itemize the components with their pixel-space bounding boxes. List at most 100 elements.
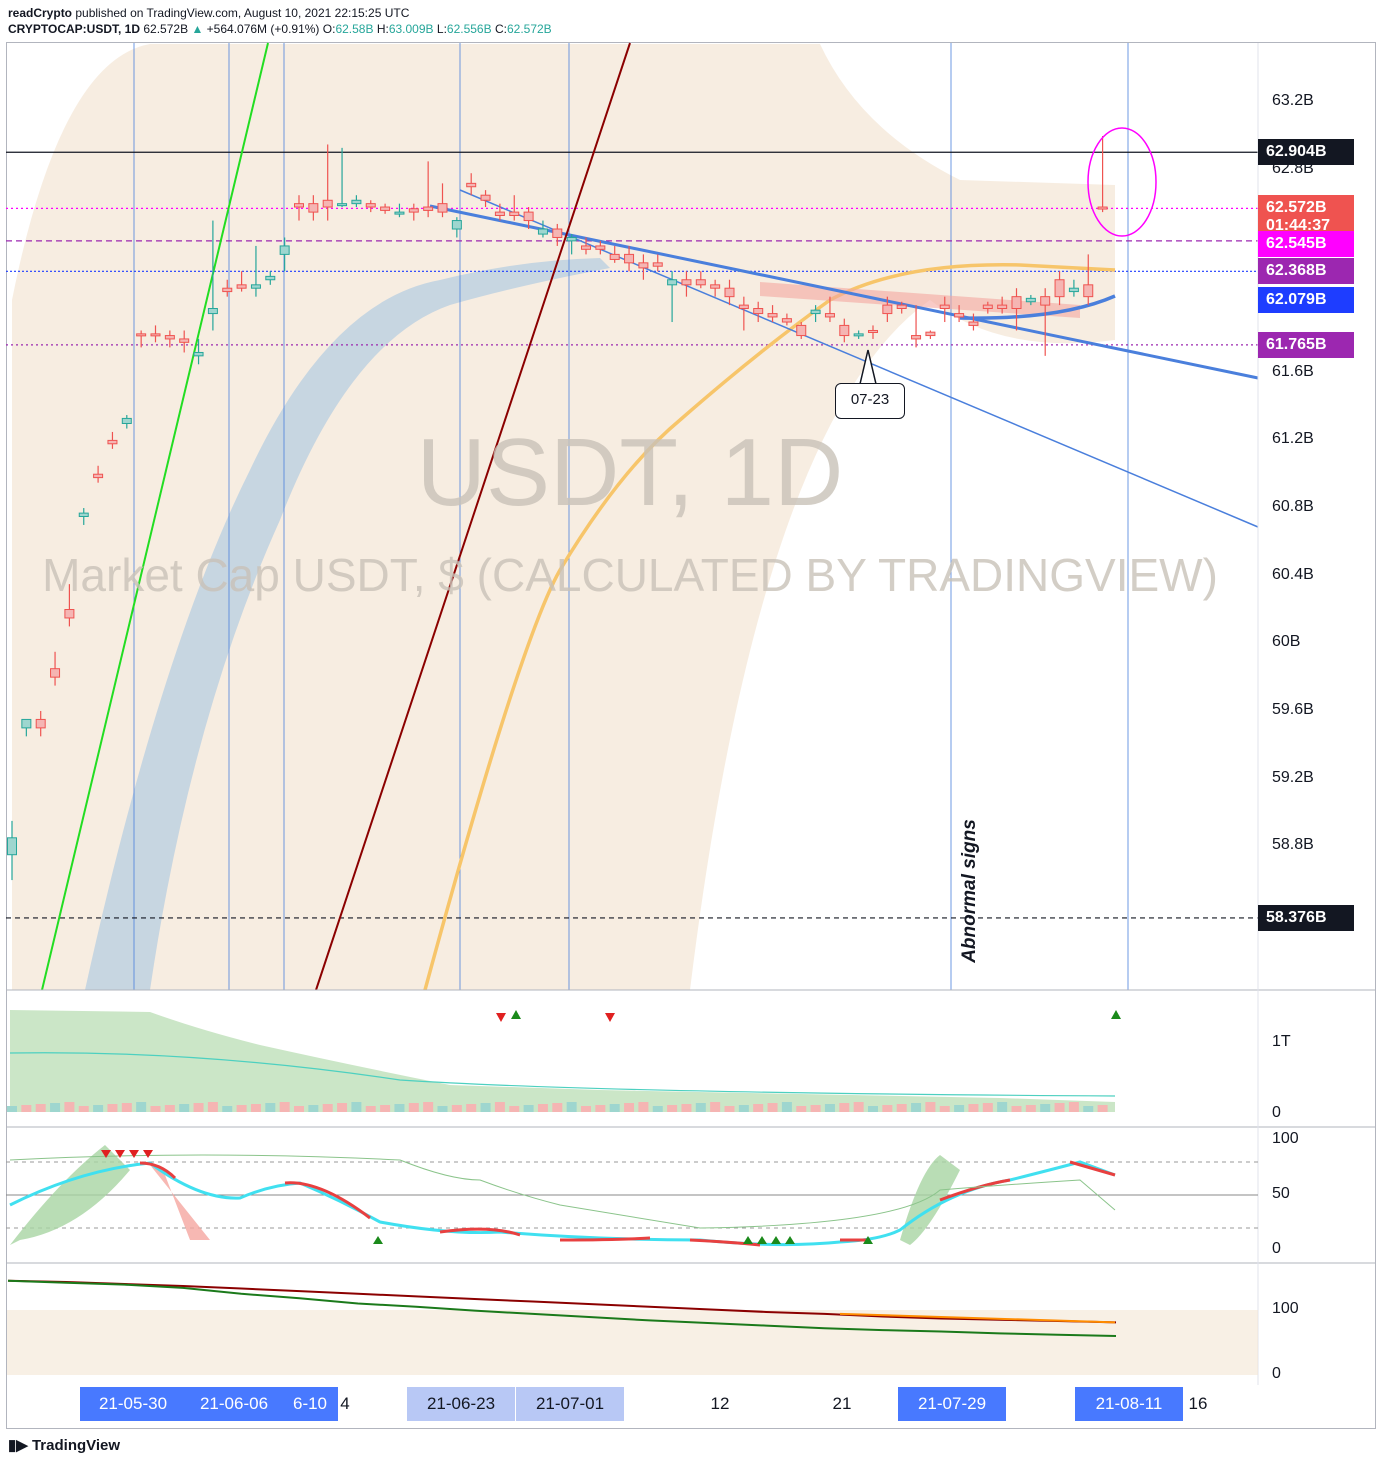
x-axis-label: 21 — [832, 1394, 852, 1413]
osc-red-segments — [139, 1160, 1116, 1247]
price-change: +564.076M (+0.91%) — [206, 22, 320, 36]
osc-signal-up — [743, 1236, 753, 1244]
candle-body — [351, 199, 362, 205]
candle-body — [494, 211, 505, 216]
candle — [552, 223, 563, 246]
x-axis-label: 16 — [1188, 1394, 1208, 1413]
volume-bar — [337, 1103, 348, 1112]
volume-bar — [667, 1105, 678, 1112]
candle — [7, 820, 17, 881]
candle-body — [997, 304, 1008, 309]
candle — [911, 305, 922, 348]
candle-body — [1068, 287, 1079, 293]
pane-tick-label: 0 — [1272, 1365, 1281, 1382]
candle — [753, 301, 764, 323]
candle-body — [207, 307, 218, 315]
volume-bar — [1083, 1106, 1094, 1112]
osc-signal-down — [129, 1150, 139, 1158]
open-label: O: — [322, 22, 336, 36]
watermark-subtitle: Market Cap USDT, $ (CALCULATED BY TRADIN… — [42, 549, 1218, 601]
x-axis-label: 4 — [340, 1394, 350, 1413]
candle-body — [1040, 296, 1051, 306]
candle — [997, 296, 1008, 314]
moving-average-line — [423, 263, 1116, 991]
candle-body — [1054, 279, 1065, 298]
candle — [882, 296, 893, 323]
volume-bar — [250, 1104, 261, 1112]
candle-body — [50, 668, 61, 678]
candle-body — [7, 837, 17, 856]
volume-bar — [480, 1103, 491, 1112]
volume-bar — [810, 1105, 821, 1112]
candle-body — [796, 324, 807, 337]
candle-body — [939, 304, 950, 309]
candle — [868, 325, 878, 339]
volume-bar — [279, 1102, 290, 1112]
volume-bar — [767, 1103, 778, 1112]
price-label-pill: 58.376B — [1258, 904, 1354, 931]
candle-body — [552, 228, 563, 238]
candle-body — [136, 333, 147, 337]
candle — [954, 305, 965, 323]
low-label: L: — [436, 22, 447, 36]
x-axis-label: 21-07-29 — [898, 1387, 1006, 1421]
price-label-pill: 62.079B — [1258, 287, 1354, 314]
candle-body — [853, 333, 864, 337]
volume-bar — [7, 1106, 17, 1112]
candle-body — [911, 335, 922, 340]
open-value: 62.58B — [335, 22, 374, 36]
candle — [781, 313, 792, 326]
volume-bar — [150, 1106, 161, 1112]
tradingview-logo[interactable]: ▮▶ TradingView — [8, 1436, 120, 1454]
volume-bar — [595, 1105, 606, 1112]
candle-body — [179, 338, 190, 343]
candle-body — [509, 211, 520, 216]
volume-bar — [408, 1103, 419, 1112]
volume-bar — [236, 1105, 247, 1112]
candle — [824, 296, 835, 323]
candle — [624, 245, 635, 272]
symbol-line: CRYPTOCAP:USDT, 1D 62.572B ▲ +564.076M (… — [8, 22, 552, 36]
volume-bar — [222, 1106, 233, 1112]
candle — [652, 254, 663, 272]
publisher-line: readCrypto published on TradingView.com,… — [8, 6, 409, 20]
candle-body — [968, 321, 979, 326]
pane-tick-label: 100 — [1272, 1300, 1299, 1317]
candle-body — [824, 313, 835, 318]
y-tick-label: 60.8B — [1272, 498, 1314, 516]
candle — [107, 431, 118, 449]
up-arrow-icon: ▲ — [191, 22, 204, 36]
candle — [523, 207, 534, 230]
symbol-name[interactable]: CRYPTOCAP:USDT, 1D — [8, 22, 141, 36]
candle-body — [64, 609, 75, 619]
volume-bar — [1040, 1104, 1051, 1112]
publisher-name[interactable]: readCrypto — [8, 6, 73, 20]
volume-bar — [1011, 1106, 1022, 1112]
volume-bar — [380, 1105, 391, 1112]
volume-bar — [294, 1106, 304, 1112]
candle-body — [1025, 297, 1036, 303]
published-text: published on TradingView.com, August 10,… — [75, 6, 410, 20]
candle — [710, 279, 721, 297]
candle — [351, 195, 362, 208]
volume-bar — [423, 1102, 434, 1112]
candle — [423, 161, 434, 218]
candle-body — [337, 203, 348, 207]
volume-bar — [982, 1103, 993, 1112]
trend-line-thin — [459, 189, 1259, 528]
osc-fill-1 — [10, 1145, 130, 1245]
candle — [394, 203, 405, 218]
y-tick-label: 59.6B — [1272, 700, 1314, 718]
x-axis-label: 6-10 — [282, 1387, 338, 1421]
abnormal-signs-label: Abnormal signs — [959, 819, 980, 963]
candle — [207, 220, 218, 331]
candle-body — [35, 718, 46, 729]
candle-body — [107, 439, 118, 445]
volume-bar — [523, 1105, 534, 1112]
x-axis-label: 21-07-01 — [516, 1387, 624, 1421]
candle-body — [164, 335, 175, 340]
candle — [796, 322, 807, 339]
volume-bar — [136, 1102, 147, 1112]
candle-body — [322, 199, 333, 208]
